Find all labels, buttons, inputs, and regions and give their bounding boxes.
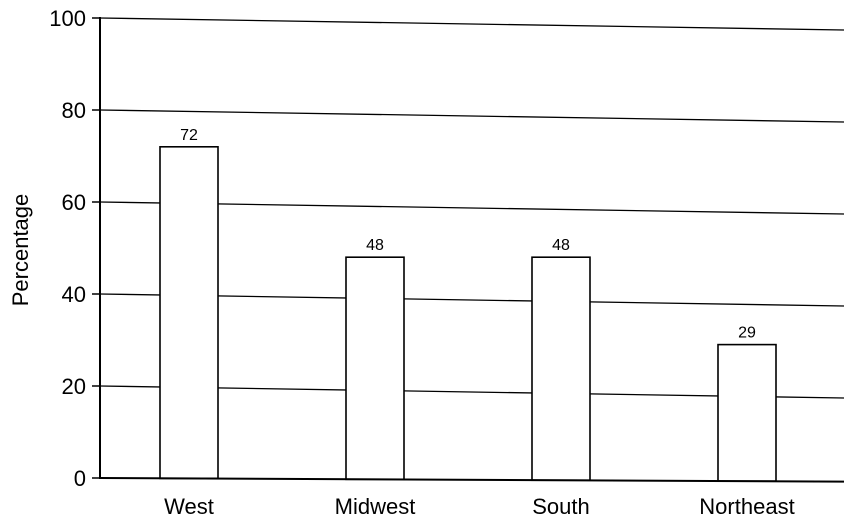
data-label-west: 72: [180, 127, 198, 144]
gridline-80: [99, 109, 844, 123]
bar-south: [531, 256, 591, 482]
bars: [159, 146, 777, 482]
x-category-label-south: South: [532, 494, 590, 519]
axes: [92, 17, 844, 483]
gridline-60: [99, 201, 844, 215]
y-tick-label-40: 40: [62, 282, 86, 307]
y-tick-labels: 0 20 40 60 80 100: [49, 6, 86, 491]
y-tick-label-0: 0: [74, 466, 86, 491]
x-category-label-west: West: [164, 494, 214, 519]
y-tick-label-20: 20: [62, 374, 86, 399]
x-category-label-midwest: Midwest: [335, 494, 416, 519]
y-tick-label-100: 100: [49, 6, 86, 31]
y-axis-title: Percentage: [8, 194, 33, 307]
x-category-label-northeast: Northeast: [699, 494, 794, 519]
y-tick-label-80: 80: [62, 98, 86, 123]
data-label-south: 48: [552, 237, 570, 254]
data-labels: 72 48 48 29: [180, 127, 756, 342]
x-axis-line: [99, 477, 844, 483]
bar-west: [159, 146, 219, 480]
data-label-northeast: 29: [738, 325, 756, 342]
x-category-labels: West Midwest South Northeast: [164, 494, 795, 519]
bar-northeast: [717, 343, 777, 482]
y-tick-label-60: 60: [62, 190, 86, 215]
gridline-40: [99, 293, 844, 307]
data-label-midwest: 48: [366, 237, 384, 254]
bar-midwest: [345, 256, 405, 481]
gridline-100: [99, 17, 844, 31]
